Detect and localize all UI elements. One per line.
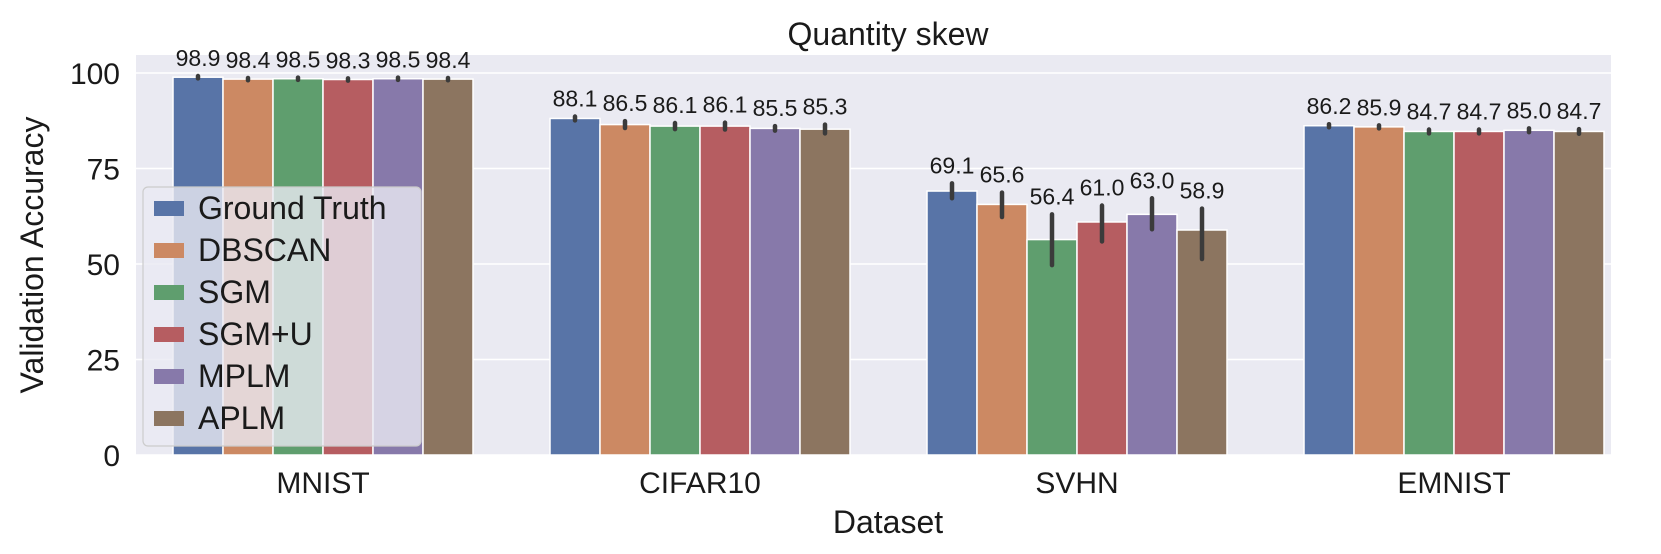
- y-tick-label: 0: [103, 440, 120, 473]
- legend-entry: SGM: [198, 274, 271, 310]
- legend-swatch: [154, 201, 184, 216]
- bar-svhn-2: [1026, 238, 1078, 456]
- bar-emnist-2: [1403, 130, 1455, 456]
- bar-cifar10-3: [699, 125, 751, 456]
- data-label: 98.4: [426, 47, 471, 73]
- bar-emnist-0: [1303, 124, 1355, 456]
- data-label: 84.7: [1557, 98, 1602, 124]
- bar-emnist-3: [1453, 130, 1505, 456]
- bar-emnist-1: [1353, 126, 1405, 456]
- x-axis-title: Dataset: [833, 504, 943, 540]
- legend-swatch: [154, 369, 184, 384]
- data-label: 98.5: [376, 47, 421, 73]
- data-label: 88.1: [553, 86, 598, 112]
- data-label: 86.2: [1307, 93, 1352, 119]
- data-label: 65.6: [980, 162, 1025, 188]
- data-label: 63.0: [1130, 167, 1175, 193]
- data-label: 98.9: [176, 45, 221, 71]
- bar-svhn-5: [1176, 229, 1228, 456]
- data-label: 86.5: [603, 90, 648, 116]
- y-tick-label: 25: [87, 345, 120, 378]
- data-label: 84.7: [1407, 99, 1452, 125]
- bar-cifar10-4: [749, 127, 801, 456]
- legend-swatch: [154, 411, 184, 426]
- bar-cifar10-2: [649, 125, 701, 456]
- chart-title: Quantity skew: [788, 16, 990, 52]
- data-label: 98.4: [226, 47, 271, 73]
- data-label: 85.0: [1507, 97, 1552, 123]
- data-label: 61.0: [1080, 175, 1125, 201]
- y-tick-label: 75: [87, 154, 120, 187]
- legend-entry: Ground Truth: [198, 190, 387, 226]
- error-bars: [195, 73, 1582, 268]
- bar-svhn-0: [926, 190, 978, 456]
- x-tick-label: MNIST: [276, 467, 369, 500]
- data-label: 86.1: [653, 92, 698, 118]
- bar-emnist-4: [1503, 129, 1555, 456]
- bar-cifar10-0: [549, 117, 601, 456]
- data-label: 98.5: [276, 47, 321, 73]
- legend-frame: [142, 186, 422, 447]
- legend-swatch: [154, 243, 184, 258]
- data-label: 58.9: [1180, 178, 1225, 204]
- legend: Ground Truth DBSCAN SGM SGM+U MPLM APLM: [142, 186, 422, 447]
- data-label: 85.3: [803, 94, 848, 120]
- y-tick-labels: 0 25 50 75 100: [70, 58, 120, 473]
- x-tick-labels: MNIST CIFAR10 SVHN EMNIST: [276, 467, 1510, 500]
- bar-cifar10-5: [799, 128, 851, 456]
- bar-svhn-1: [976, 203, 1028, 456]
- legend-entry: SGM+U: [198, 316, 313, 352]
- x-tick-label: SVHN: [1035, 467, 1118, 500]
- legend-entry: MPLM: [198, 358, 290, 394]
- y-tick-label: 100: [70, 58, 120, 91]
- y-axis-title: Validation Accuracy: [14, 117, 50, 394]
- legend-swatch: [154, 285, 184, 300]
- x-tick-label: EMNIST: [1397, 467, 1510, 500]
- data-label: 84.7: [1457, 99, 1502, 125]
- legend-entry: DBSCAN: [198, 232, 331, 268]
- data-label: 86.1: [703, 92, 748, 118]
- bar-svhn-3: [1076, 221, 1128, 456]
- data-label: 85.9: [1357, 94, 1402, 120]
- data-label: 98.3: [326, 47, 371, 73]
- bar-emnist-5: [1553, 130, 1605, 456]
- bar-cifar10-1: [599, 123, 651, 456]
- y-tick-label: 50: [87, 249, 120, 282]
- legend-swatch: [154, 327, 184, 342]
- data-label: 56.4: [1030, 183, 1075, 209]
- data-label: 85.5: [753, 95, 798, 121]
- legend-entry: APLM: [198, 400, 285, 436]
- bar-mnist-5: [422, 78, 474, 456]
- bar-svhn-4: [1126, 213, 1178, 456]
- data-labels: 98.9 98.4 98.5 98.3 98.5 98.488.1 86.5 86.1 86.1…: [176, 45, 1602, 209]
- data-label: 69.1: [930, 152, 975, 178]
- x-tick-label: CIFAR10: [639, 467, 761, 500]
